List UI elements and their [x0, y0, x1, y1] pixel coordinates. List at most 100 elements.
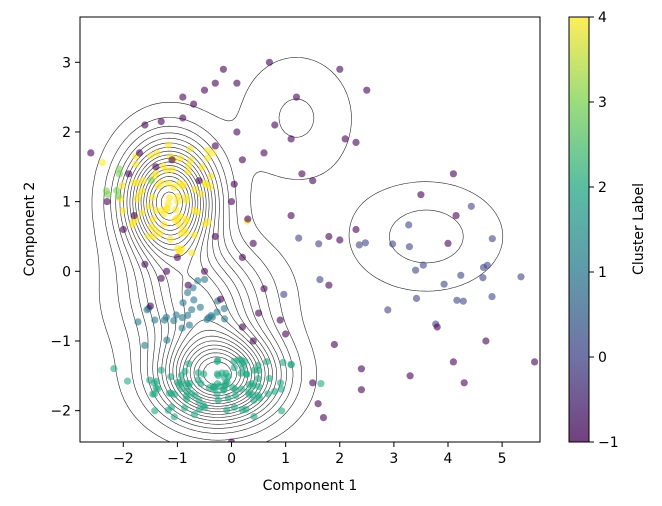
scatter-point [150, 232, 158, 240]
scatter-point [172, 205, 180, 214]
scatter-point [287, 212, 295, 220]
scatter-point [249, 337, 257, 345]
scatter-point [357, 365, 365, 373]
scatter-point [255, 309, 263, 317]
scatter-point [198, 163, 206, 171]
contour-line [126, 146, 273, 418]
plot-frame [79, 16, 541, 443]
scatter-point [238, 156, 246, 164]
scatter-point [138, 187, 146, 195]
x-axis-label: Component 1 [263, 478, 358, 494]
scatter-point [110, 365, 118, 373]
colorbar-tick-label: −1 [598, 435, 619, 451]
scatter-point [517, 273, 525, 281]
scatter-point [233, 128, 241, 136]
scatter-point [467, 202, 475, 210]
contour-line [103, 98, 464, 441]
x-tick-label: −2 [113, 451, 134, 467]
scatter-point [280, 290, 288, 298]
scatter-point [141, 341, 149, 349]
scatter-point [179, 93, 187, 101]
scatter-point [412, 294, 421, 302]
scatter-point [123, 377, 132, 385]
scatter-point [292, 93, 301, 101]
scatter-point [271, 121, 279, 129]
scatter-point [315, 240, 323, 248]
y-tick-label: −2 [50, 404, 71, 420]
scatter-point [170, 317, 178, 325]
y-tick-label: 1 [62, 195, 71, 211]
scatter-point [152, 206, 160, 214]
scatter-point [147, 152, 155, 160]
scatter-point [195, 405, 204, 413]
scatter-point [242, 405, 250, 413]
scatter-point [325, 281, 333, 289]
y-tick-label: 0 [62, 264, 71, 280]
scatter-point [221, 315, 229, 323]
y-axis-label: Component 2 [22, 182, 38, 277]
scatter-point [238, 253, 246, 261]
scatter-point [298, 170, 306, 178]
scatter-point [249, 239, 257, 247]
scatter-point [145, 202, 153, 210]
scatter-point [260, 285, 268, 293]
scatter-point [217, 295, 225, 303]
scatter-point [190, 410, 198, 418]
scatter-point [194, 369, 202, 377]
scatter-point [440, 280, 448, 288]
scatter-point [248, 391, 257, 399]
x-axis-ticks: −2 −1 0 1 2 3 4 5 [113, 442, 507, 467]
scatter-point [237, 369, 245, 377]
scatter-point [457, 271, 465, 279]
scatter-point [405, 221, 413, 229]
scatter-point [118, 181, 126, 189]
scatter-point [167, 389, 175, 397]
contour-line [110, 125, 294, 434]
scatter-point [138, 209, 146, 217]
scatter-point [211, 79, 219, 87]
scatter-point [182, 218, 190, 226]
scatter-point [196, 303, 204, 311]
scatter-point [166, 194, 174, 202]
scatter-point [152, 377, 161, 385]
scatter-point [263, 358, 271, 366]
scatter-point [223, 406, 231, 414]
scatter-point [184, 289, 192, 297]
scatter-point [184, 281, 192, 289]
x-tick-label: 5 [498, 451, 507, 467]
scatter-point [181, 404, 189, 412]
scatter-point [433, 323, 441, 331]
scatter-point [265, 58, 273, 66]
scatter-point [151, 407, 159, 415]
scatter-point [276, 379, 285, 387]
scatter-point [444, 239, 452, 247]
scatter-point [165, 179, 173, 187]
scatter-point [139, 176, 147, 184]
scatter-point [419, 261, 427, 269]
scatter-point [255, 394, 263, 402]
scatter-point [152, 163, 160, 171]
scatter-point [357, 386, 365, 394]
scatter-point [219, 386, 227, 394]
scatter-point [168, 156, 176, 164]
scatter-point [160, 220, 168, 228]
scatter-point [243, 370, 251, 379]
scatter-point [151, 316, 159, 324]
scatter-point [219, 65, 227, 73]
scatter-point [319, 414, 328, 422]
scatter-point [183, 387, 191, 396]
scatter-point [213, 308, 221, 316]
scatter-point [214, 396, 222, 404]
scatter-point [317, 380, 325, 388]
scatter-point [141, 121, 149, 129]
scatter-point [146, 302, 154, 310]
colorbar-tick-label: 4 [598, 10, 607, 26]
y-tick-label: 2 [62, 125, 71, 141]
scatter-point [115, 170, 123, 178]
scatter-point [163, 204, 171, 212]
scatter-point [309, 177, 317, 185]
scatter-point [191, 185, 199, 193]
scatter-point [205, 314, 213, 322]
scatter-point [230, 364, 238, 372]
